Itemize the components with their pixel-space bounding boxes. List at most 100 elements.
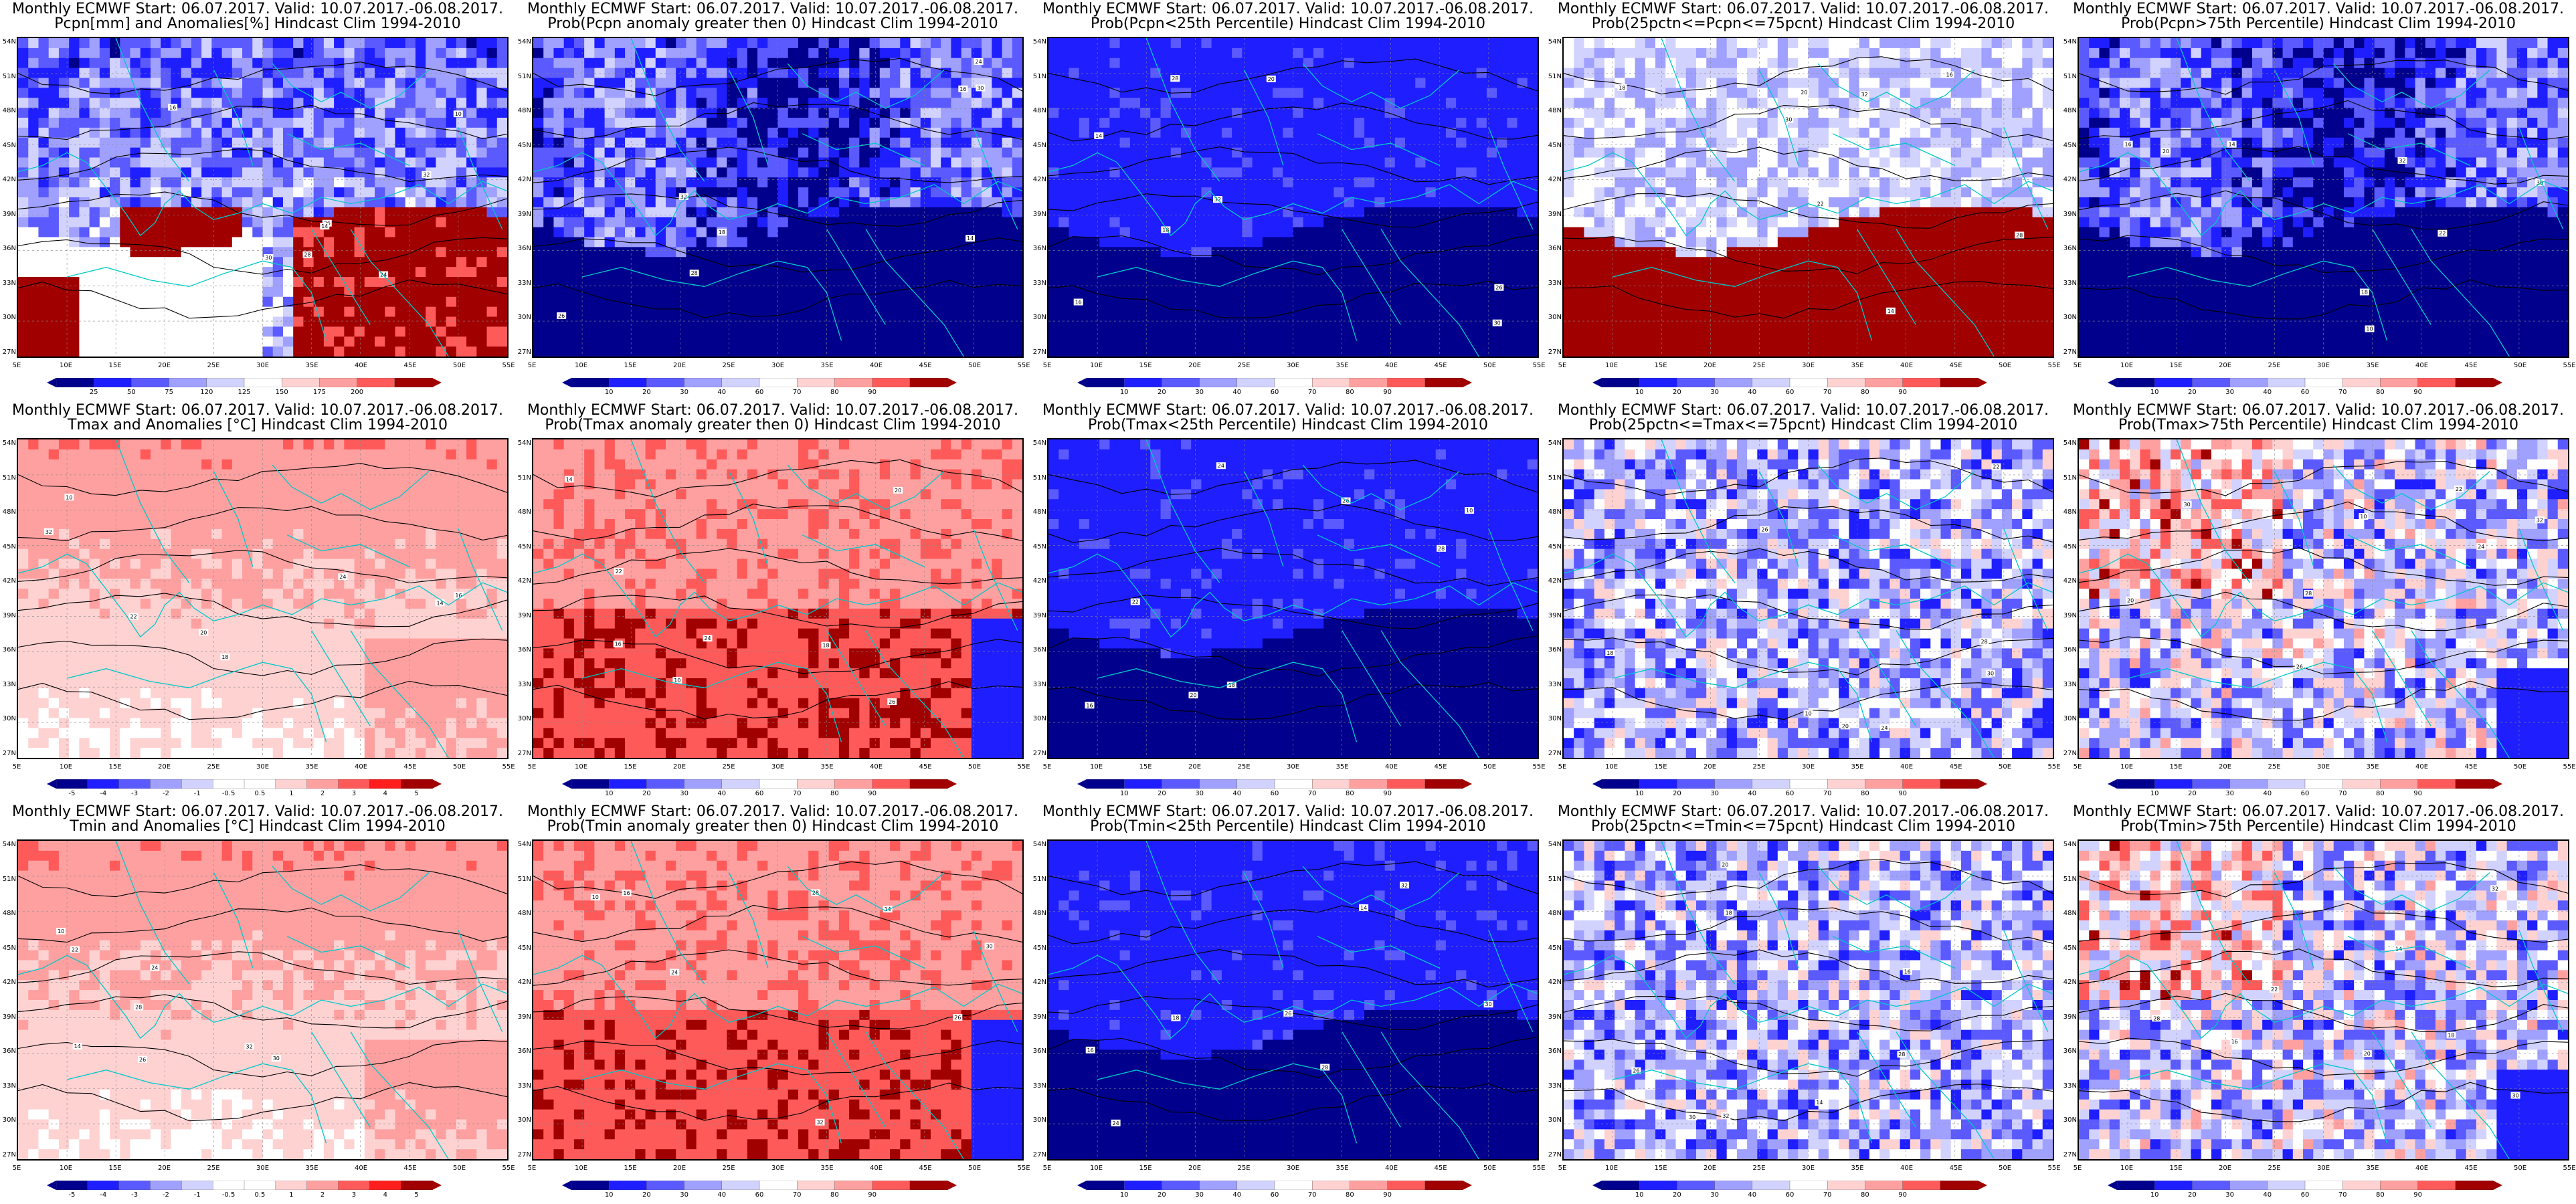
field-cell bbox=[79, 267, 90, 278]
field-cell bbox=[717, 296, 727, 308]
field-cell bbox=[859, 207, 870, 218]
field-cell bbox=[69, 58, 80, 69]
field-cell bbox=[1303, 167, 1314, 178]
field-cell bbox=[1415, 247, 1427, 258]
field-cell bbox=[930, 306, 941, 318]
field-cell bbox=[767, 177, 779, 188]
field-cell bbox=[614, 157, 626, 168]
field-cell bbox=[645, 316, 656, 327]
field-cell bbox=[1415, 237, 1427, 247]
field-cell bbox=[930, 336, 941, 347]
field-cell bbox=[808, 296, 820, 308]
field-cell bbox=[334, 257, 345, 268]
field-cell bbox=[1201, 286, 1212, 298]
field-cell bbox=[1415, 336, 1427, 347]
field-cell bbox=[1476, 306, 1487, 318]
field-cell bbox=[879, 286, 891, 298]
field-cell bbox=[1507, 237, 1518, 247]
field-cell bbox=[849, 237, 860, 247]
field-cell bbox=[828, 346, 840, 357]
colorbar-label: 40 bbox=[717, 389, 726, 396]
field-cell bbox=[1574, 58, 1585, 69]
field-cell bbox=[798, 306, 809, 318]
field-cell bbox=[992, 227, 1003, 238]
field-cell bbox=[1604, 58, 1615, 69]
field-cell bbox=[486, 58, 498, 69]
field-cell bbox=[1119, 326, 1131, 337]
field-cell bbox=[1232, 346, 1243, 357]
field-cell bbox=[686, 137, 697, 148]
field-cell bbox=[951, 207, 962, 218]
field-cell bbox=[385, 187, 396, 198]
field-cell bbox=[992, 267, 1003, 278]
field-cell bbox=[1333, 257, 1345, 268]
field-cell bbox=[1507, 47, 1518, 59]
field-cell bbox=[890, 137, 901, 148]
field-cell bbox=[1425, 108, 1437, 118]
field-cell bbox=[910, 286, 921, 298]
field-cell bbox=[1405, 98, 1416, 108]
field-cell bbox=[767, 108, 779, 118]
field-cell bbox=[456, 306, 467, 318]
field-cell bbox=[150, 157, 161, 168]
field-cell bbox=[727, 98, 738, 108]
latitude-label: 33N bbox=[0, 280, 16, 287]
field-cell bbox=[910, 247, 921, 258]
field-cell bbox=[727, 197, 738, 208]
field-cell bbox=[594, 296, 606, 308]
field-cell bbox=[777, 336, 789, 347]
field-cell bbox=[385, 157, 396, 168]
field-cell bbox=[961, 296, 972, 308]
field-cell bbox=[201, 207, 212, 218]
field-cell bbox=[992, 38, 1003, 49]
field-cell bbox=[941, 257, 951, 268]
field-cell bbox=[313, 147, 325, 159]
field-cell bbox=[1364, 227, 1375, 238]
field-cell bbox=[1012, 306, 1022, 318]
field-cell bbox=[1476, 336, 1487, 347]
field-cell bbox=[706, 88, 717, 98]
field-cell bbox=[1415, 316, 1427, 327]
field-cell bbox=[1211, 167, 1222, 178]
field-cell bbox=[1981, 47, 1993, 59]
field-cell bbox=[594, 147, 606, 159]
field-cell bbox=[1354, 137, 1365, 148]
field-cell bbox=[777, 306, 789, 318]
field-cell bbox=[232, 227, 243, 238]
field-cell bbox=[1405, 247, 1416, 258]
field-cell bbox=[303, 38, 314, 49]
field-cell bbox=[1180, 167, 1192, 178]
field-cell bbox=[1273, 127, 1283, 138]
field-cell bbox=[1048, 306, 1059, 318]
field-cell bbox=[920, 118, 931, 128]
field-cell bbox=[757, 237, 768, 247]
field-cell bbox=[1221, 68, 1232, 79]
field-cell bbox=[1374, 336, 1386, 347]
field-cell bbox=[818, 157, 830, 168]
field-cell bbox=[58, 207, 70, 218]
field-cell bbox=[1180, 197, 1192, 208]
field-cell bbox=[1507, 267, 1518, 278]
field-cell bbox=[828, 127, 840, 138]
field-cell bbox=[446, 78, 457, 88]
field-cell bbox=[1415, 257, 1427, 268]
field-cell bbox=[553, 187, 565, 198]
field-cell bbox=[293, 336, 304, 347]
colorbar-label: 30 bbox=[680, 389, 688, 396]
field-cell bbox=[900, 88, 911, 98]
field-cell bbox=[1293, 78, 1304, 88]
field-cell bbox=[161, 177, 172, 188]
field-cell bbox=[201, 316, 212, 327]
field-cell bbox=[930, 157, 941, 168]
field-cell bbox=[466, 227, 477, 238]
field-cell bbox=[201, 137, 212, 148]
field-cell bbox=[767, 38, 779, 49]
field-cell bbox=[221, 58, 233, 69]
field-cell bbox=[1981, 38, 1993, 49]
field-cell bbox=[242, 137, 253, 148]
field-cell bbox=[313, 47, 325, 59]
field-cell bbox=[252, 336, 264, 347]
field-cell bbox=[221, 277, 233, 288]
field-cell bbox=[344, 346, 355, 357]
field-cell bbox=[1364, 147, 1375, 159]
